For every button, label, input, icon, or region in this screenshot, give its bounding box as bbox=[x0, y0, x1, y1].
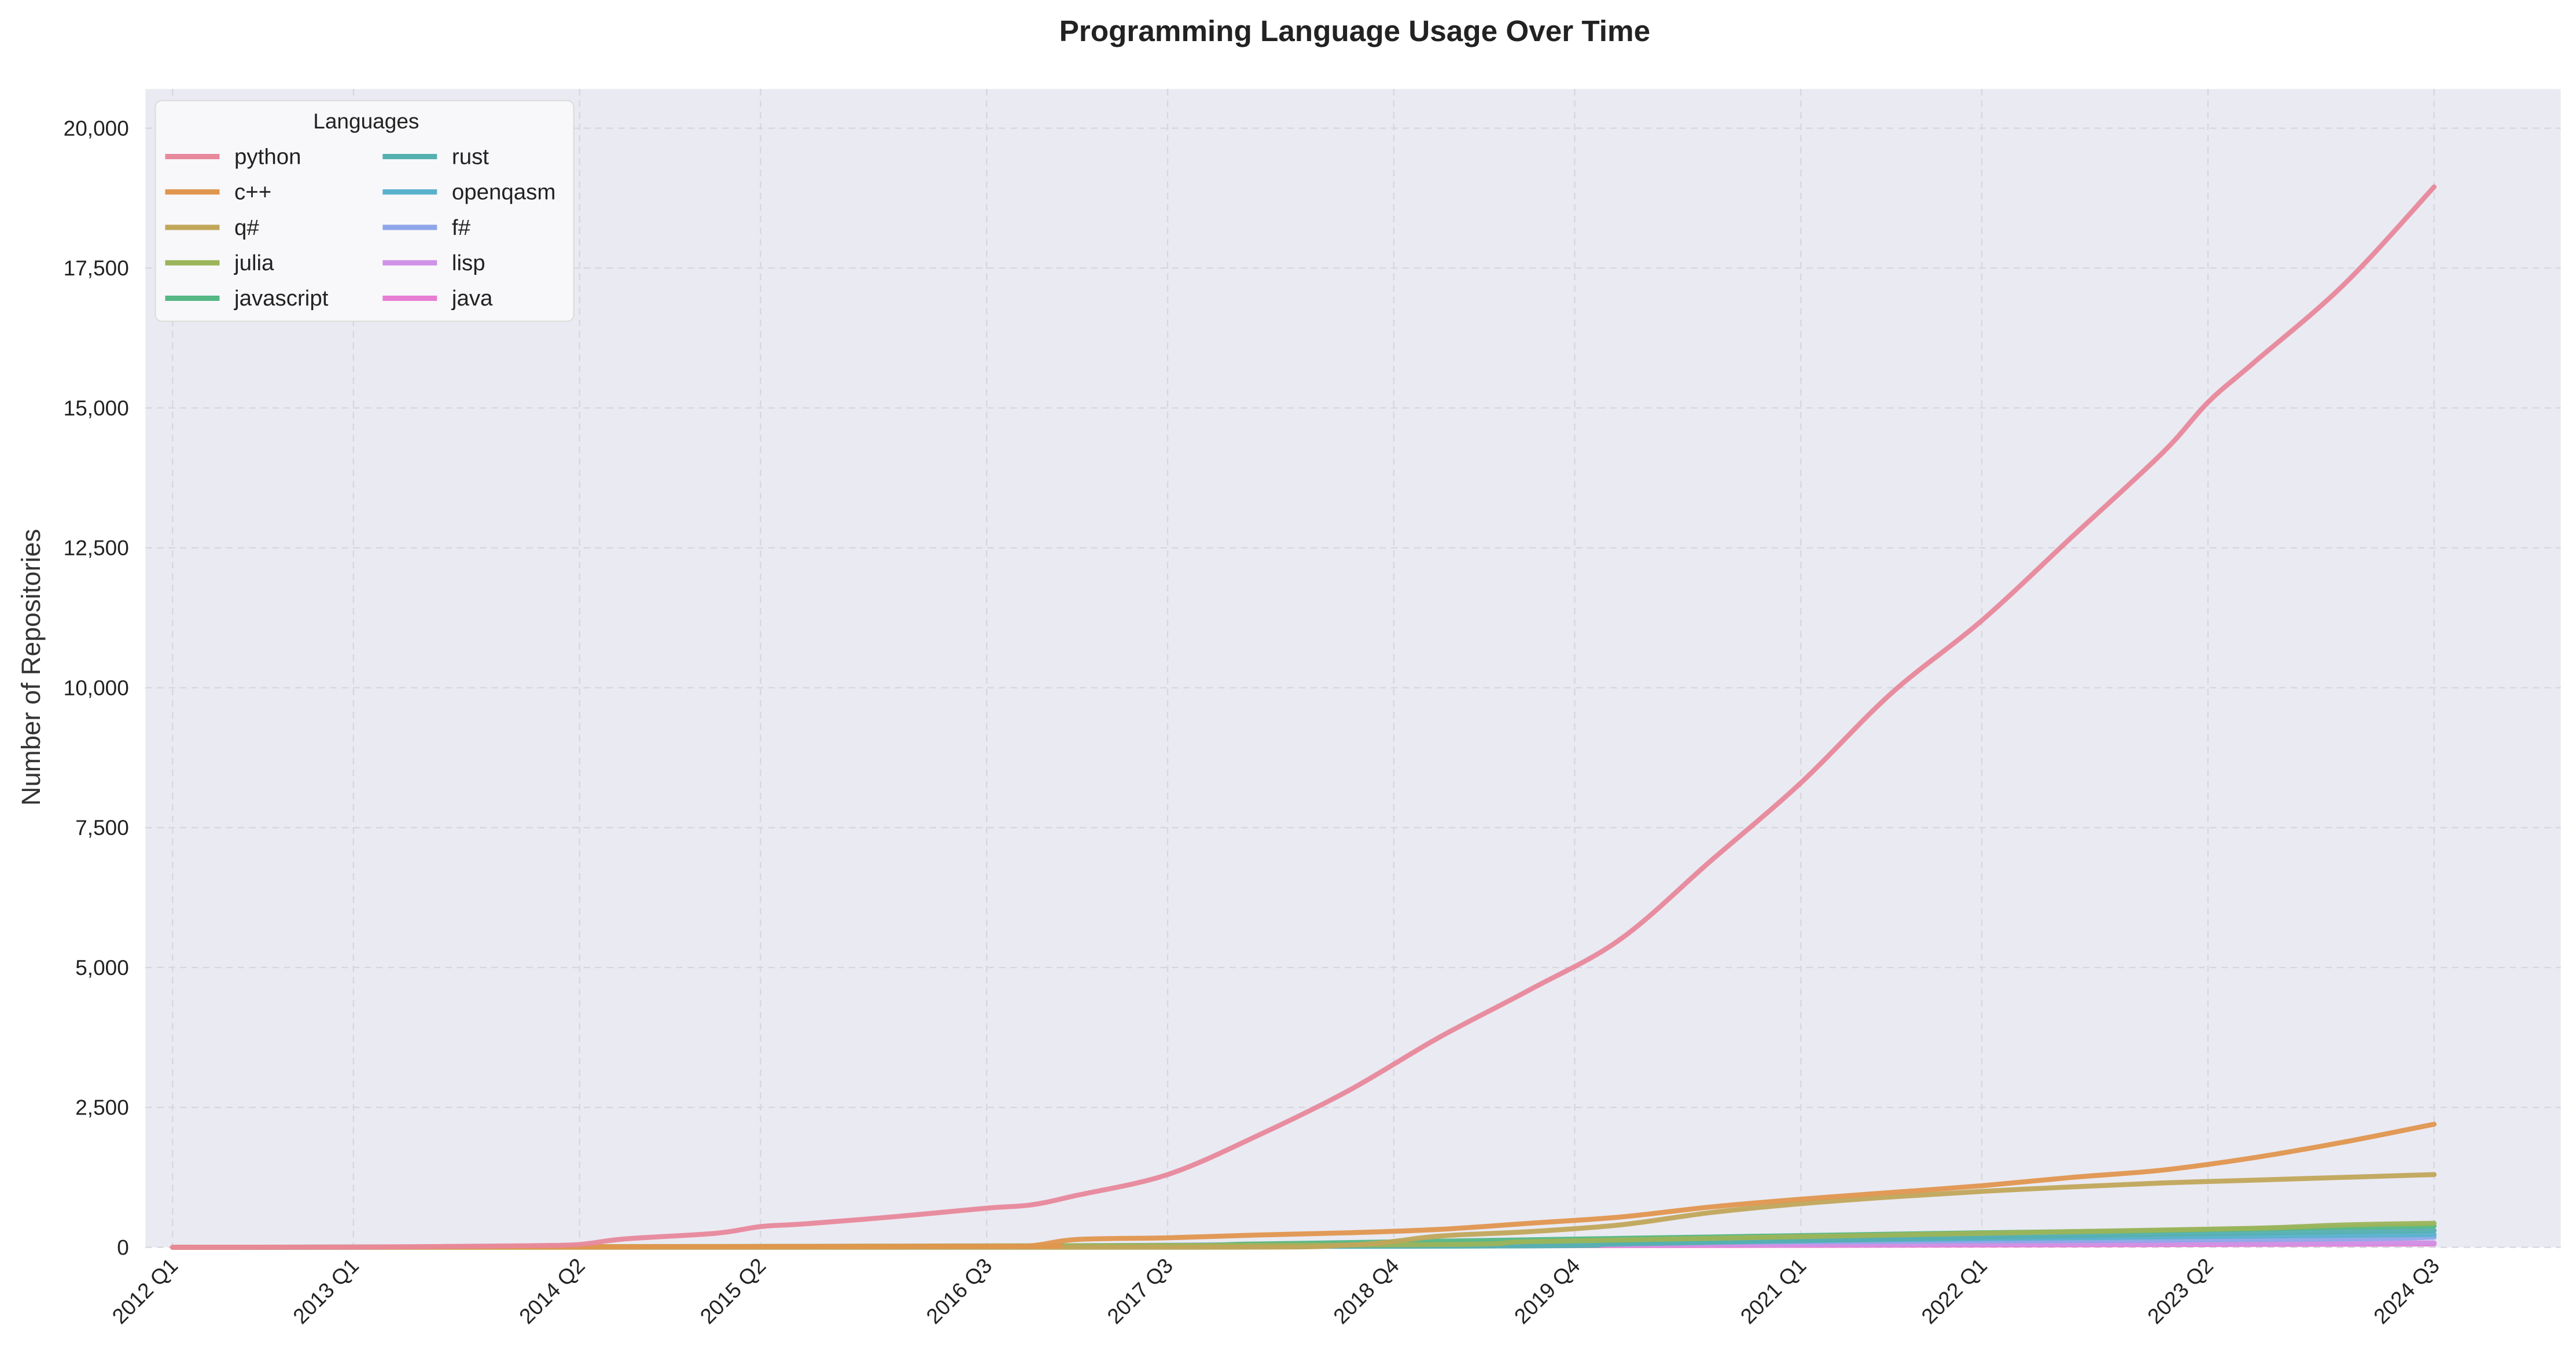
x-tick-label: 2022 Q1 bbox=[1916, 1253, 1992, 1329]
legend-title: Languages bbox=[313, 109, 419, 133]
y-tick-label: 12,500 bbox=[64, 536, 129, 560]
series-line-python bbox=[170, 184, 2437, 1250]
y-tick-label: 10,000 bbox=[64, 675, 129, 700]
x-tick-label: 2016 Q3 bbox=[921, 1253, 996, 1329]
x-tick-label: 2017 Q3 bbox=[1102, 1253, 1177, 1329]
y-tick-label: 5,000 bbox=[75, 955, 129, 980]
legend-label: javascript bbox=[234, 286, 329, 311]
x-tick-label: 2014 Q2 bbox=[514, 1253, 590, 1329]
legend: Languages python c++ q# julia javascript rust… bbox=[154, 100, 575, 322]
y-tick-label: 17,500 bbox=[64, 256, 129, 280]
legend-label: julia bbox=[234, 251, 274, 275]
grid-lines bbox=[145, 89, 2561, 1248]
series-lines bbox=[170, 184, 2437, 1250]
series-line-c- bbox=[170, 1121, 2437, 1250]
y-tick-label: 15,000 bbox=[64, 396, 129, 420]
y-tick-label: 20,000 bbox=[64, 116, 129, 140]
legend-label: lisp bbox=[452, 251, 485, 275]
x-tick-label: 2015 Q2 bbox=[695, 1253, 770, 1329]
legend-label: f# bbox=[452, 215, 471, 240]
legend-entries: python c++ q# julia javascript rust openqasm f#… bbox=[165, 144, 555, 311]
y-tick-label: 2,500 bbox=[75, 1095, 129, 1120]
y-axis-label: Number of Repositories bbox=[16, 529, 46, 805]
x-tick-label: 2018 Q4 bbox=[1329, 1253, 1404, 1329]
legend-label: java bbox=[451, 286, 493, 311]
y-axis: 0 2,500 5,000 7,500 10,000 12,500 15,000 17,500… bbox=[64, 116, 129, 1259]
legend-label: rust bbox=[452, 144, 489, 169]
y-tick-label: 7,500 bbox=[75, 815, 129, 840]
legend-label: openqasm bbox=[452, 180, 556, 205]
series-line-q- bbox=[170, 1172, 2437, 1250]
x-tick-label: 2019 Q4 bbox=[1509, 1253, 1584, 1329]
x-tick-label: 2012 Q1 bbox=[107, 1253, 182, 1329]
x-tick-label: 2024 Q3 bbox=[2369, 1253, 2444, 1329]
legend-label: c++ bbox=[234, 180, 271, 205]
y-tick-label: 0 bbox=[117, 1235, 129, 1259]
chart-title: Programming Language Usage Over Time bbox=[1059, 14, 1650, 47]
legend-label: python bbox=[234, 144, 301, 169]
x-axis: 2012 Q1 2013 Q1 2014 Q2 2015 Q2 2016 Q3 2017 … bbox=[107, 1253, 2444, 1329]
x-tick-label: 2023 Q2 bbox=[2143, 1253, 2218, 1329]
x-tick-label: 2013 Q1 bbox=[288, 1253, 363, 1329]
legend-box bbox=[154, 100, 575, 322]
legend-label: q# bbox=[234, 215, 259, 240]
x-tick-label: 2021 Q1 bbox=[1735, 1253, 1810, 1329]
